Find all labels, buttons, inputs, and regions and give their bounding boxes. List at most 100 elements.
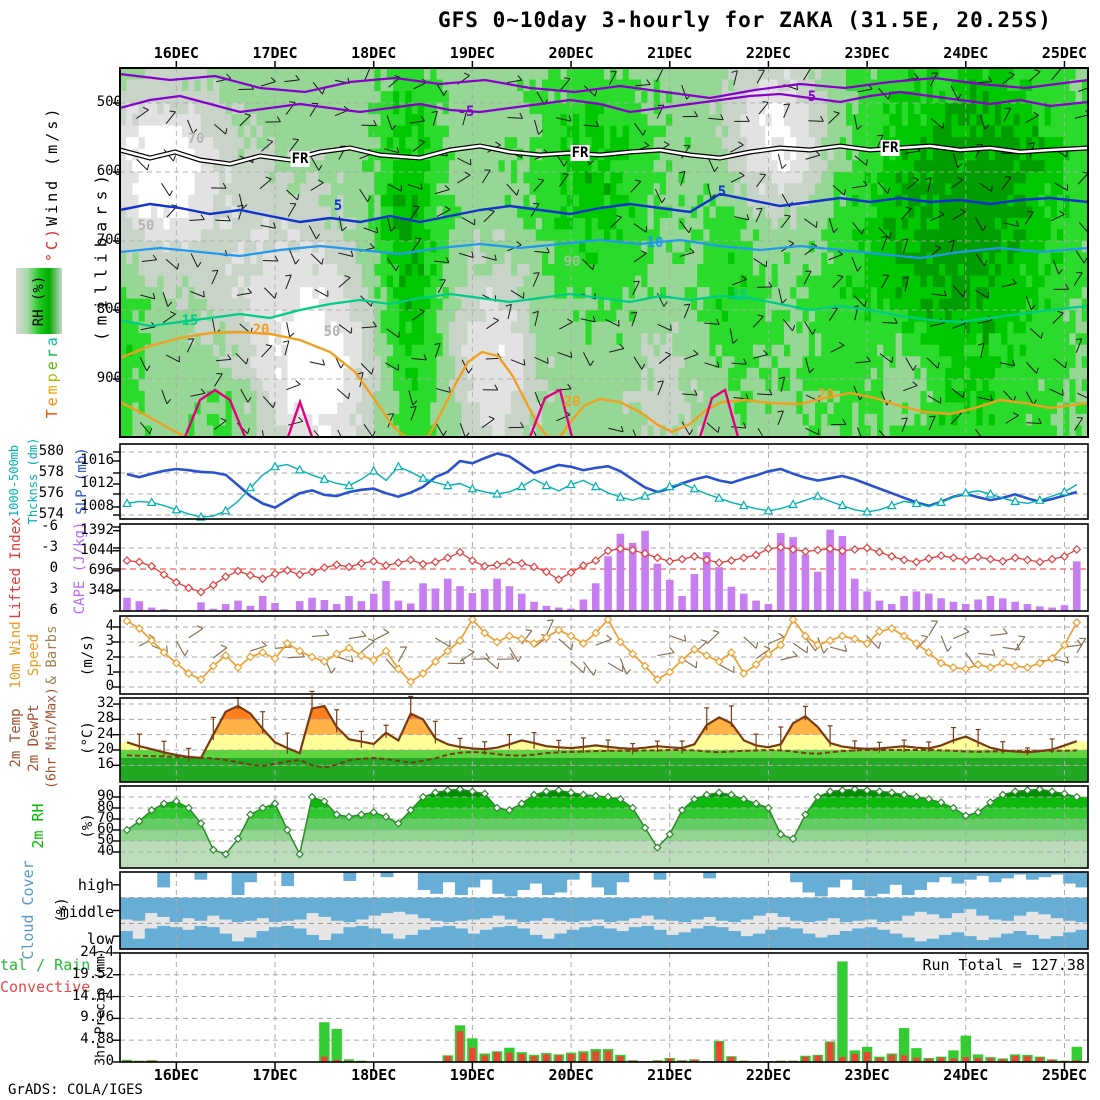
temp-unit-label: (°C) [43, 225, 61, 275]
contour-label: 20 [252, 322, 270, 338]
temp-tick-label: 28 [97, 710, 114, 727]
day-label-top: 18DEC [351, 44, 397, 62]
day-label-bottom: 18DEC [351, 1066, 397, 1084]
freezing-level-label: FR [570, 145, 590, 161]
pressure-tick-label: 700 [96, 232, 122, 248]
rh-legend-swatch: RH (%) [16, 268, 62, 334]
temp-tick-label: 32 [97, 695, 114, 712]
freezing-level-label: FR [290, 151, 310, 167]
day-label-top: 25DEC [1041, 44, 1088, 62]
wind10m-label-3: & Barbs [44, 625, 60, 685]
day-label-top: 23DEC [844, 44, 890, 62]
rh-tick-label: 40 [97, 843, 114, 859]
contour-label: 5 [807, 89, 817, 105]
cape-tick-label: 696 [88, 561, 114, 578]
rh-tick-label: 80 [97, 799, 114, 815]
rh-legend-label: RH (%) [31, 275, 47, 327]
day-label-bottom: 24DEC [943, 1066, 989, 1084]
day-label-bottom: 21DEC [647, 1066, 693, 1084]
day-label-top: 21DEC [647, 44, 693, 62]
day-label-top: 24DEC [943, 44, 989, 62]
day-label-bottom: 20DEC [548, 1066, 594, 1084]
lifted-index-tick-label: 6 [49, 602, 58, 618]
precip-tick-label: 9.76 [80, 1009, 114, 1026]
thickness-tick-label: 574 [38, 506, 64, 522]
cape-tick-label: 1392 [80, 521, 114, 538]
day-label-bottom: 16DEC [153, 1066, 199, 1084]
cape-tick-label: 1044 [80, 541, 114, 558]
contour-label: 15 [731, 288, 749, 304]
contour-label: -5 [457, 104, 475, 120]
contour-label: 15 [181, 313, 199, 329]
thickness-tick-label: 576 [38, 485, 64, 501]
precip-total-label: tal / Rain [0, 956, 91, 974]
wind-tick-label: 4 [105, 618, 114, 634]
page-title: GFS 0~10day 3-hourly for ZAKA (31.5E, 20… [438, 8, 1052, 32]
contour-label: 20 [563, 394, 581, 410]
thickness-label-1: 1000-500mb [7, 444, 21, 518]
rh-tick-label: 60 [97, 821, 114, 837]
contour-label: 70 [187, 131, 205, 147]
slp-tick-label: 1012 [80, 475, 114, 491]
slp-tick-label: 1016 [80, 452, 114, 468]
wind-tick-label: 3 [105, 633, 114, 649]
temp-tick-label: 20 [97, 741, 114, 757]
day-label-top: 17DEC [252, 44, 298, 62]
contour-label: 50 [323, 324, 341, 340]
cloud-row-label-low: low [86, 930, 114, 948]
contour-label: 5 [717, 184, 727, 200]
precip-tick-label: 19.52 [71, 965, 114, 982]
precip-tick-label: 24.4 [80, 943, 114, 960]
lifted-index-tick-label: -6 [41, 518, 58, 534]
precip-tick-label: 14.64 [71, 987, 114, 1004]
wind-tick-label: 0 [105, 678, 114, 694]
lifted-index-tick-label: 3 [49, 581, 58, 597]
cloud-row-label-middle: middle [59, 903, 114, 921]
wind10m-label-1: 10m Wind [8, 621, 24, 689]
cloud-row-label-high: high [77, 876, 114, 894]
wind10m-label-2: Speed [26, 633, 42, 677]
temp2m-label-3: (6hr Min/Max) [44, 687, 60, 789]
day-label-top: 22DEC [745, 44, 791, 62]
temp-tick-label: 16 [97, 756, 114, 773]
contour-label: 50 [137, 218, 155, 234]
wind-tick-label: 2 [105, 648, 114, 664]
rh-tick-label: 90 [97, 788, 114, 804]
lifted-index-tick-label: 0 [49, 560, 58, 576]
day-label-bottom: 23DEC [844, 1066, 890, 1084]
rh2m-label: 2m RH [29, 803, 47, 849]
pressure-tick-label: 800 [96, 301, 122, 317]
upper-air-axis-label: Temperature (°C)Wind (m/s) [43, 106, 61, 419]
day-label-top: 16DEC [153, 44, 199, 62]
wind-label: Wind (m/s) [43, 105, 61, 226]
pressure-tick-label: 600 [96, 163, 122, 179]
temp2m-label-2: 2m DewPt [26, 704, 42, 772]
temp-tick-label: 24 [97, 725, 114, 742]
pressure-tick-label: 900 [96, 370, 122, 386]
rh-tick-label: 70 [97, 810, 114, 826]
contour-label: 5 [333, 198, 343, 214]
precip-tick-label: 0 [105, 1053, 114, 1069]
freezing-level-label: FR [880, 140, 900, 156]
contour-label: 10 [646, 235, 664, 251]
day-label-top: 19DEC [449, 44, 495, 62]
precip-tick-label: 4.88 [80, 1031, 114, 1048]
cape-tick-label: 348 [88, 581, 114, 598]
slp-tick-label: 1008 [80, 498, 114, 514]
day-label-bottom: 19DEC [449, 1066, 495, 1084]
day-label-top: 20DEC [548, 44, 594, 62]
rh-tick-label: 50 [97, 832, 114, 848]
day-label-bottom: 17DEC [252, 1066, 298, 1084]
day-label-bottom: 25DEC [1041, 1066, 1088, 1084]
thickness-tick-label: 578 [38, 464, 64, 480]
contour-label: 20 [817, 387, 835, 403]
run-total-text: Run Total = 127.38 [922, 956, 1085, 974]
temp2m-label-1: 2m Temp [8, 708, 24, 768]
lifted-index-tick-label: -3 [41, 539, 58, 555]
day-label-bottom: 22DEC [745, 1066, 791, 1084]
grads-credit: GrADS: COLA/IGES [8, 1082, 143, 1098]
cloud-cover-label: Cloud Cover [19, 860, 37, 960]
contour-label: 90 [563, 254, 581, 270]
